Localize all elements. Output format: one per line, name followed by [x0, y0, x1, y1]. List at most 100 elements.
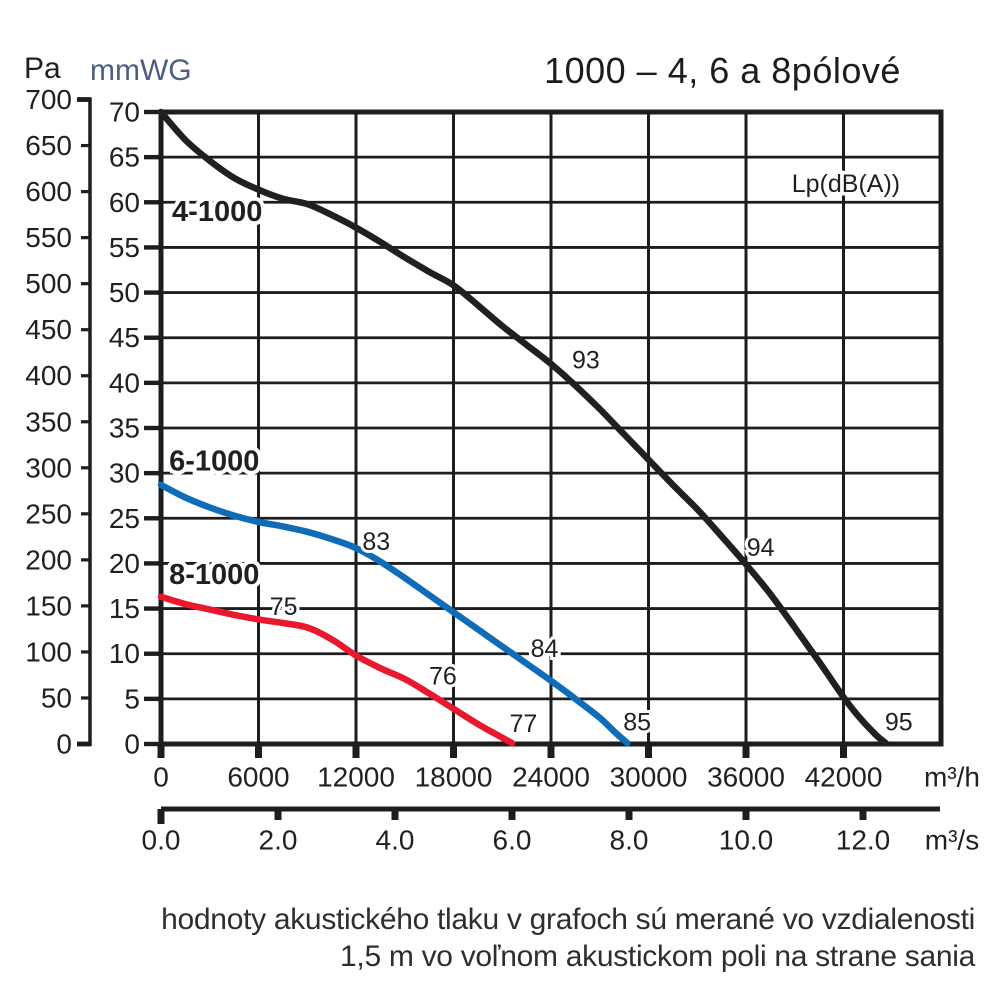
- pa-tick-label: 100: [25, 636, 72, 667]
- m3h-tick-label: 30000: [610, 762, 688, 793]
- pa-tick: [81, 604, 91, 608]
- curve-label-6-1000: 6-1000: [169, 445, 259, 477]
- pa-tick: [77, 97, 91, 102]
- mmwg-tick-label: 25: [109, 503, 140, 534]
- m3h-tick: [547, 744, 555, 758]
- pa-tick-label: 400: [25, 360, 72, 391]
- m3s-tick: [391, 809, 399, 820]
- mmwg-tick-label: 70: [109, 97, 140, 128]
- footnote: hodnoty akustického tlaku v grafoch sú m…: [0, 901, 975, 975]
- m3s-tick-label: 12.0: [836, 825, 891, 856]
- mmwg-tick-label: 65: [109, 142, 140, 173]
- db-label-76: 76: [429, 662, 457, 690]
- m3h-tick-label: 0: [153, 762, 169, 793]
- curve-label-4-1000: 4-1000: [172, 196, 262, 228]
- curve-8-1000: [157, 593, 516, 747]
- m3h-tick-label: 18000: [415, 762, 493, 793]
- pa-tick-label: 550: [25, 222, 72, 253]
- pa-tick: [81, 466, 91, 470]
- chart-title: 1000 – 4, 6 a 8pólové: [544, 50, 901, 91]
- pa-tick-label: 650: [25, 130, 72, 161]
- pa-tick-label: 250: [25, 498, 72, 529]
- pa-tick: [81, 190, 91, 194]
- m3s-tick: [859, 809, 867, 820]
- mmwg-tick: [144, 561, 162, 566]
- mmwg-tick-label: 5: [124, 683, 140, 714]
- pa-tick: [81, 328, 91, 332]
- m3s-unit-label: m³/s: [925, 825, 979, 856]
- m3s-tick: [625, 809, 633, 820]
- pa-tick-label: 700: [25, 84, 72, 115]
- mmwg-tick: [144, 651, 162, 656]
- pa-tick: [81, 143, 91, 148]
- pa-tick: [81, 650, 91, 654]
- pa-tick: [81, 558, 91, 562]
- mmwg-tick: [144, 425, 162, 431]
- pa-tick: [81, 282, 91, 286]
- mmwg-tick: [144, 245, 162, 250]
- pa-tick: [81, 420, 91, 424]
- pa-tick-label: 350: [25, 406, 72, 437]
- mmwg-tick-label: 45: [109, 322, 140, 353]
- db-label-83: 83: [362, 528, 390, 556]
- db-label-75: 75: [270, 593, 298, 621]
- mmwg-axis-title: mmWG: [90, 54, 192, 87]
- mmwg-tick-label: 55: [109, 232, 140, 263]
- plot-grid: [161, 112, 941, 744]
- db-label-84: 84: [531, 635, 559, 663]
- footnote-line-2: 1,5 m vo voľnom akustickom poli na stran…: [340, 940, 975, 973]
- mmwg-tick-label: 40: [109, 367, 140, 398]
- mmwg-tick: [144, 109, 162, 115]
- db-label-95: 95: [885, 708, 913, 736]
- mmwg-tick-label: 20: [109, 548, 140, 579]
- m3s-tick: [742, 809, 750, 820]
- pa-tick-label: 450: [25, 314, 72, 345]
- m3h-tick: [450, 744, 457, 758]
- mmwg-tick: [144, 741, 162, 747]
- m3h-tick: [157, 744, 165, 758]
- mmwg-tick: [144, 290, 162, 295]
- m3h-tick-label: 36000: [707, 762, 785, 793]
- m3s-tick: [274, 809, 282, 820]
- curve-label-8-1000: 8-1000: [169, 559, 259, 591]
- mmwg-tick-label: 60: [109, 187, 140, 218]
- pa-tick: [81, 696, 91, 700]
- footnote-line-1: hodnoty akustického tlaku v grafoch sú m…: [161, 903, 975, 936]
- mmwg-tick-label: 0: [124, 729, 140, 760]
- m3h-tick-label: 12000: [317, 762, 395, 793]
- m3h-tick-label: 6000: [227, 762, 289, 793]
- pa-tick: [81, 374, 91, 378]
- m3h-tick: [352, 744, 360, 758]
- m3s-tick-label: 0.0: [142, 825, 181, 856]
- m3s-tick: [508, 809, 516, 820]
- mmwg-tick-label: 35: [109, 413, 140, 444]
- mmwg-tick: [144, 696, 162, 702]
- mmwg-tick: [144, 200, 162, 205]
- pa-tick-label: 200: [25, 544, 72, 575]
- m3s-tick-label: 8.0: [610, 825, 649, 856]
- m3s-tick-label: 10.0: [719, 825, 774, 856]
- mmwg-tick-label: 30: [109, 458, 140, 489]
- mmwg-tick-label: 10: [109, 638, 140, 669]
- pa-tick-label: 150: [25, 590, 72, 621]
- m3h-tick: [255, 744, 262, 758]
- db-label-93: 93: [572, 346, 600, 374]
- mmwg-tick-label: 50: [109, 277, 140, 308]
- pa-tick-label: 300: [25, 452, 72, 483]
- m3h-tick: [645, 744, 652, 758]
- m3s-tick: [157, 809, 165, 824]
- mmwg-tick: [144, 154, 162, 160]
- db-label-85: 85: [623, 708, 651, 736]
- m3h-tick-label: 24000: [512, 762, 590, 793]
- m3h-tick: [840, 744, 847, 758]
- mmwg-tick: [144, 606, 162, 611]
- pa-tick-label: 500: [25, 268, 72, 299]
- pa-tick: [81, 236, 91, 240]
- mmwg-tick: [144, 470, 162, 476]
- pa-tick-label: 50: [41, 682, 72, 713]
- curve-4-1000: [157, 108, 890, 747]
- m3s-tick-label: 4.0: [376, 825, 415, 856]
- pa-axis-title: Pa: [24, 52, 61, 85]
